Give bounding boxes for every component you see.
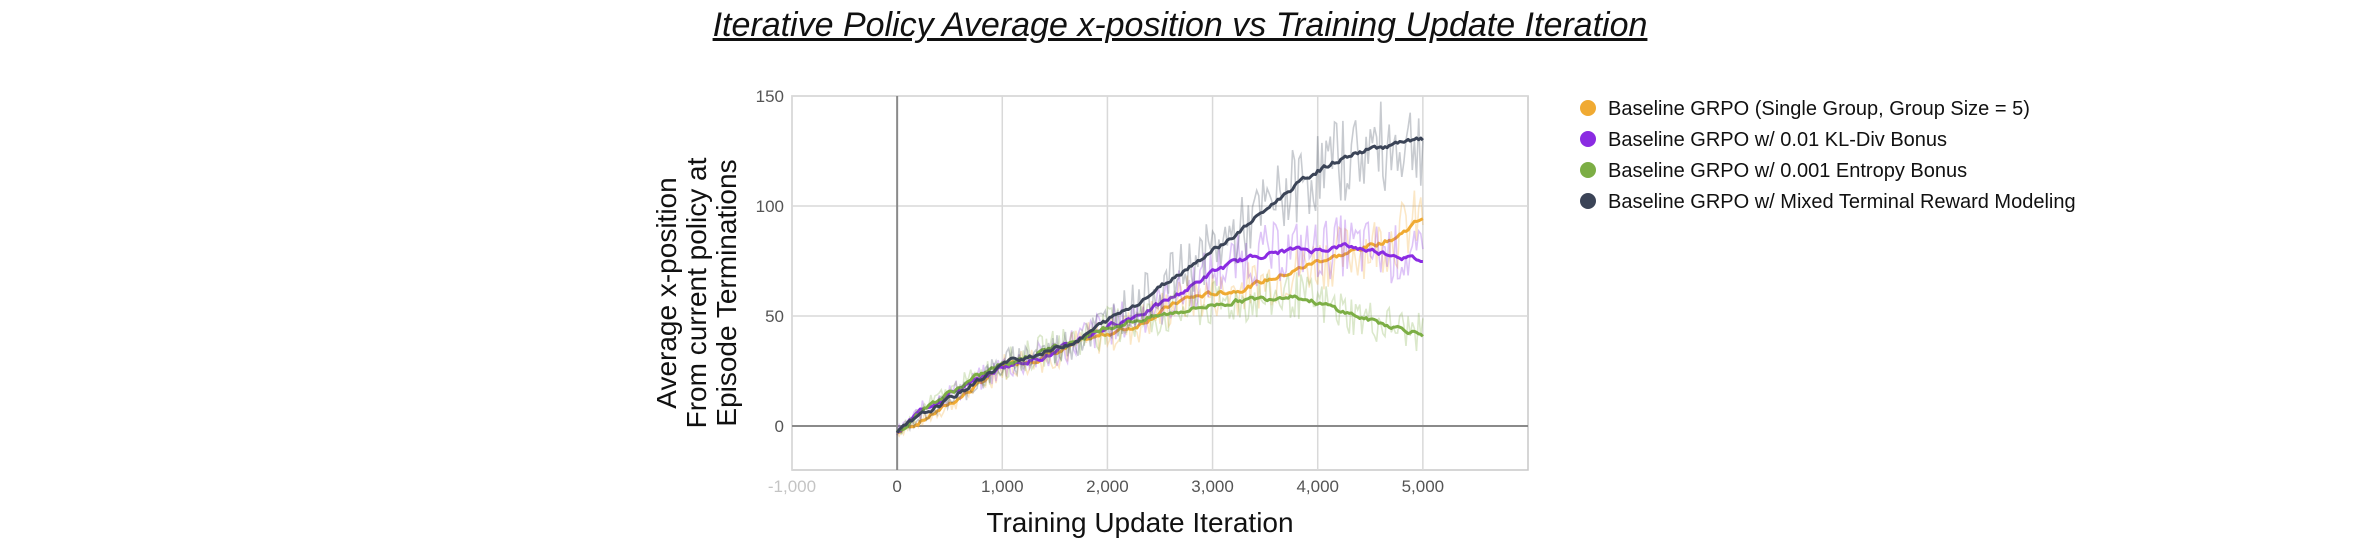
legend-label: Baseline GRPO (Single Group, Group Size … — [1608, 98, 2030, 120]
y-tick-label: 50 — [765, 307, 784, 326]
series-raw-line — [896, 101, 1424, 436]
plot-area — [791, 95, 1529, 471]
legend-label: Baseline GRPO w/ Mixed Terminal Reward M… — [1608, 191, 2076, 213]
x-tick-label: 0 — [892, 477, 901, 496]
series-line — [896, 294, 1424, 433]
x-axis-title: Training Update Iteration — [986, 507, 1293, 538]
legend-label: Baseline GRPO w/ 0.001 Entropy Bonus — [1608, 160, 1967, 182]
y-axis-title-line: Episode Terminations — [711, 159, 742, 426]
y-tick-label: 100 — [756, 197, 784, 216]
y-axis-title-line: From current policy at — [681, 157, 712, 428]
legend-marker — [1580, 131, 1596, 147]
legend-label: Baseline GRPO w/ 0.01 KL-Div Bonus — [1608, 129, 1947, 151]
series-raw-line — [896, 272, 1424, 436]
y-tick-label: 150 — [756, 87, 784, 106]
x-tick-label: 1,000 — [981, 477, 1024, 496]
y-tick-label: 0 — [775, 417, 784, 436]
x-tick-label: 3,000 — [1191, 477, 1234, 496]
series-raw-line — [896, 190, 1424, 438]
series-line — [897, 217, 1424, 434]
chart-title: Iterative Policy Average x-position vs T… — [712, 6, 1648, 44]
x-tick-label: 4,000 — [1296, 477, 1339, 496]
legend-marker — [1580, 100, 1596, 116]
x-tick-label: 5,000 — [1402, 477, 1445, 496]
series-line — [895, 136, 1424, 434]
y-axis-title-line: Average x-position — [651, 177, 682, 408]
legend-marker — [1580, 193, 1596, 209]
x-tick-label: -1,000 — [768, 477, 816, 496]
x-tick-label: 2,000 — [1086, 477, 1129, 496]
legend-marker — [1580, 162, 1596, 178]
